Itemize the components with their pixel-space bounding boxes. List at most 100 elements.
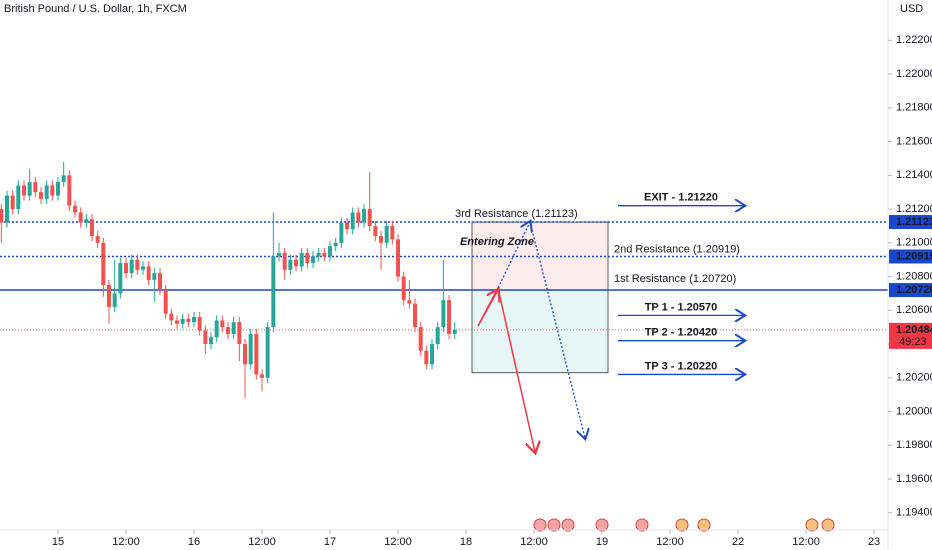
candle-body xyxy=(350,212,355,230)
event-icon xyxy=(561,518,575,532)
level-text: 3rd Resistance (1.21123) xyxy=(455,208,578,220)
candle-body xyxy=(16,185,21,210)
y-tick-label: 1.21000 xyxy=(896,237,932,249)
x-tick-label: 12:00 xyxy=(112,536,140,548)
candle-body xyxy=(373,225,378,237)
zone-note: Entering Zone xyxy=(460,236,534,248)
candle-body xyxy=(209,337,214,345)
candle-body xyxy=(95,236,100,243)
x-tick-label: 12:00 xyxy=(384,536,412,548)
y-tick-label: 1.19800 xyxy=(896,439,932,451)
y-tick-label: 1.21200 xyxy=(896,203,932,215)
candle-body xyxy=(396,239,401,277)
target-text: EXIT - 1.21220 xyxy=(644,192,718,204)
x-tick-label: 16 xyxy=(188,536,200,548)
candle-body xyxy=(401,276,406,301)
candle-body xyxy=(248,333,253,365)
candle-body xyxy=(356,212,361,223)
candle-body xyxy=(84,219,89,223)
candle-body xyxy=(180,318,185,324)
x-tick-label: 12:00 xyxy=(248,536,276,548)
candle-body xyxy=(44,185,49,199)
candle-body xyxy=(288,259,293,270)
y-tick-label: 1.22000 xyxy=(896,68,932,80)
candle-body xyxy=(146,266,151,280)
candle-body xyxy=(237,322,242,345)
current-price-badge xyxy=(889,322,932,349)
candle-body xyxy=(311,256,316,264)
candle-body xyxy=(163,290,168,314)
price-axis xyxy=(888,0,932,550)
candle-body xyxy=(339,222,344,243)
x-tick-label: 22 xyxy=(732,536,744,548)
candle-body xyxy=(203,330,208,345)
candle-body xyxy=(333,242,338,247)
candle-body xyxy=(231,322,236,334)
candle-body xyxy=(135,259,140,270)
x-tick-label: 19 xyxy=(596,536,608,548)
event-icon xyxy=(697,518,711,532)
candle-body xyxy=(61,175,66,183)
candle-body xyxy=(413,303,418,328)
target-text: TP 2 - 1.20420 xyxy=(645,327,718,339)
x-tick-label: 12:00 xyxy=(792,536,820,548)
candle-body xyxy=(112,293,117,307)
candle-body xyxy=(447,300,452,334)
chart-title: British Pound / U.S. Dollar, 1h, FXCM xyxy=(4,3,187,15)
candle-body xyxy=(192,317,197,323)
candle-body xyxy=(294,259,299,267)
candle-body xyxy=(384,225,389,243)
trade-arrows xyxy=(477,221,585,452)
candle-body xyxy=(27,182,32,196)
candle-body xyxy=(441,300,446,328)
candle-body xyxy=(67,175,72,206)
x-tick-label: 17 xyxy=(324,536,336,548)
candle-body xyxy=(418,327,423,351)
candle-body xyxy=(265,327,270,378)
blue-down-arrow xyxy=(529,221,585,438)
candle-body xyxy=(158,273,163,291)
y-tick-label: 1.19600 xyxy=(896,473,932,485)
candle-body xyxy=(78,212,83,223)
x-tick-label: 23 xyxy=(868,536,880,548)
event-icon xyxy=(547,518,561,532)
candle-body xyxy=(22,185,26,196)
red-up-arrow xyxy=(477,290,498,327)
current-price-label: 1.20484 xyxy=(896,324,932,336)
level-text: 1st Resistance (1.20720) xyxy=(614,273,736,285)
candle-body xyxy=(101,242,106,285)
candle-body xyxy=(175,320,180,324)
candle-body xyxy=(152,273,157,280)
price-badge xyxy=(889,215,932,230)
candle-body xyxy=(73,205,78,213)
candle-body xyxy=(299,252,304,267)
price-badge-label: 1.20919 xyxy=(896,250,932,262)
x-tick-label: 12:00 xyxy=(656,536,684,548)
y-tick-label: 1.20200 xyxy=(896,372,932,384)
target-text: TP 3 - 1.20220 xyxy=(645,360,718,372)
price-badge xyxy=(889,249,932,264)
event-icons xyxy=(533,518,835,532)
candle-body xyxy=(390,225,395,240)
target-text: TP 1 - 1.20570 xyxy=(645,301,718,313)
candle-body xyxy=(4,195,9,223)
candle-body xyxy=(214,320,219,338)
y-tick-label: 1.20600 xyxy=(896,304,932,316)
candle-body xyxy=(141,266,146,270)
event-icon xyxy=(675,518,689,532)
candle-body xyxy=(277,252,282,257)
blue-up-arrow xyxy=(497,222,530,289)
event-icon xyxy=(635,518,649,532)
level-text: 2nd Resistance (1.20919) xyxy=(614,243,740,255)
candle-body xyxy=(129,259,134,274)
y-tick-label: 1.21800 xyxy=(896,102,932,114)
price-badge xyxy=(889,283,932,298)
price-badge-label: 1.20720 xyxy=(896,284,932,296)
y-tick-label: 1.21400 xyxy=(896,169,932,181)
x-tick-label: 12:00 xyxy=(520,536,548,548)
candle-body xyxy=(0,209,4,223)
y-tick-label: 1.19400 xyxy=(896,507,932,519)
candle-body xyxy=(316,252,321,257)
